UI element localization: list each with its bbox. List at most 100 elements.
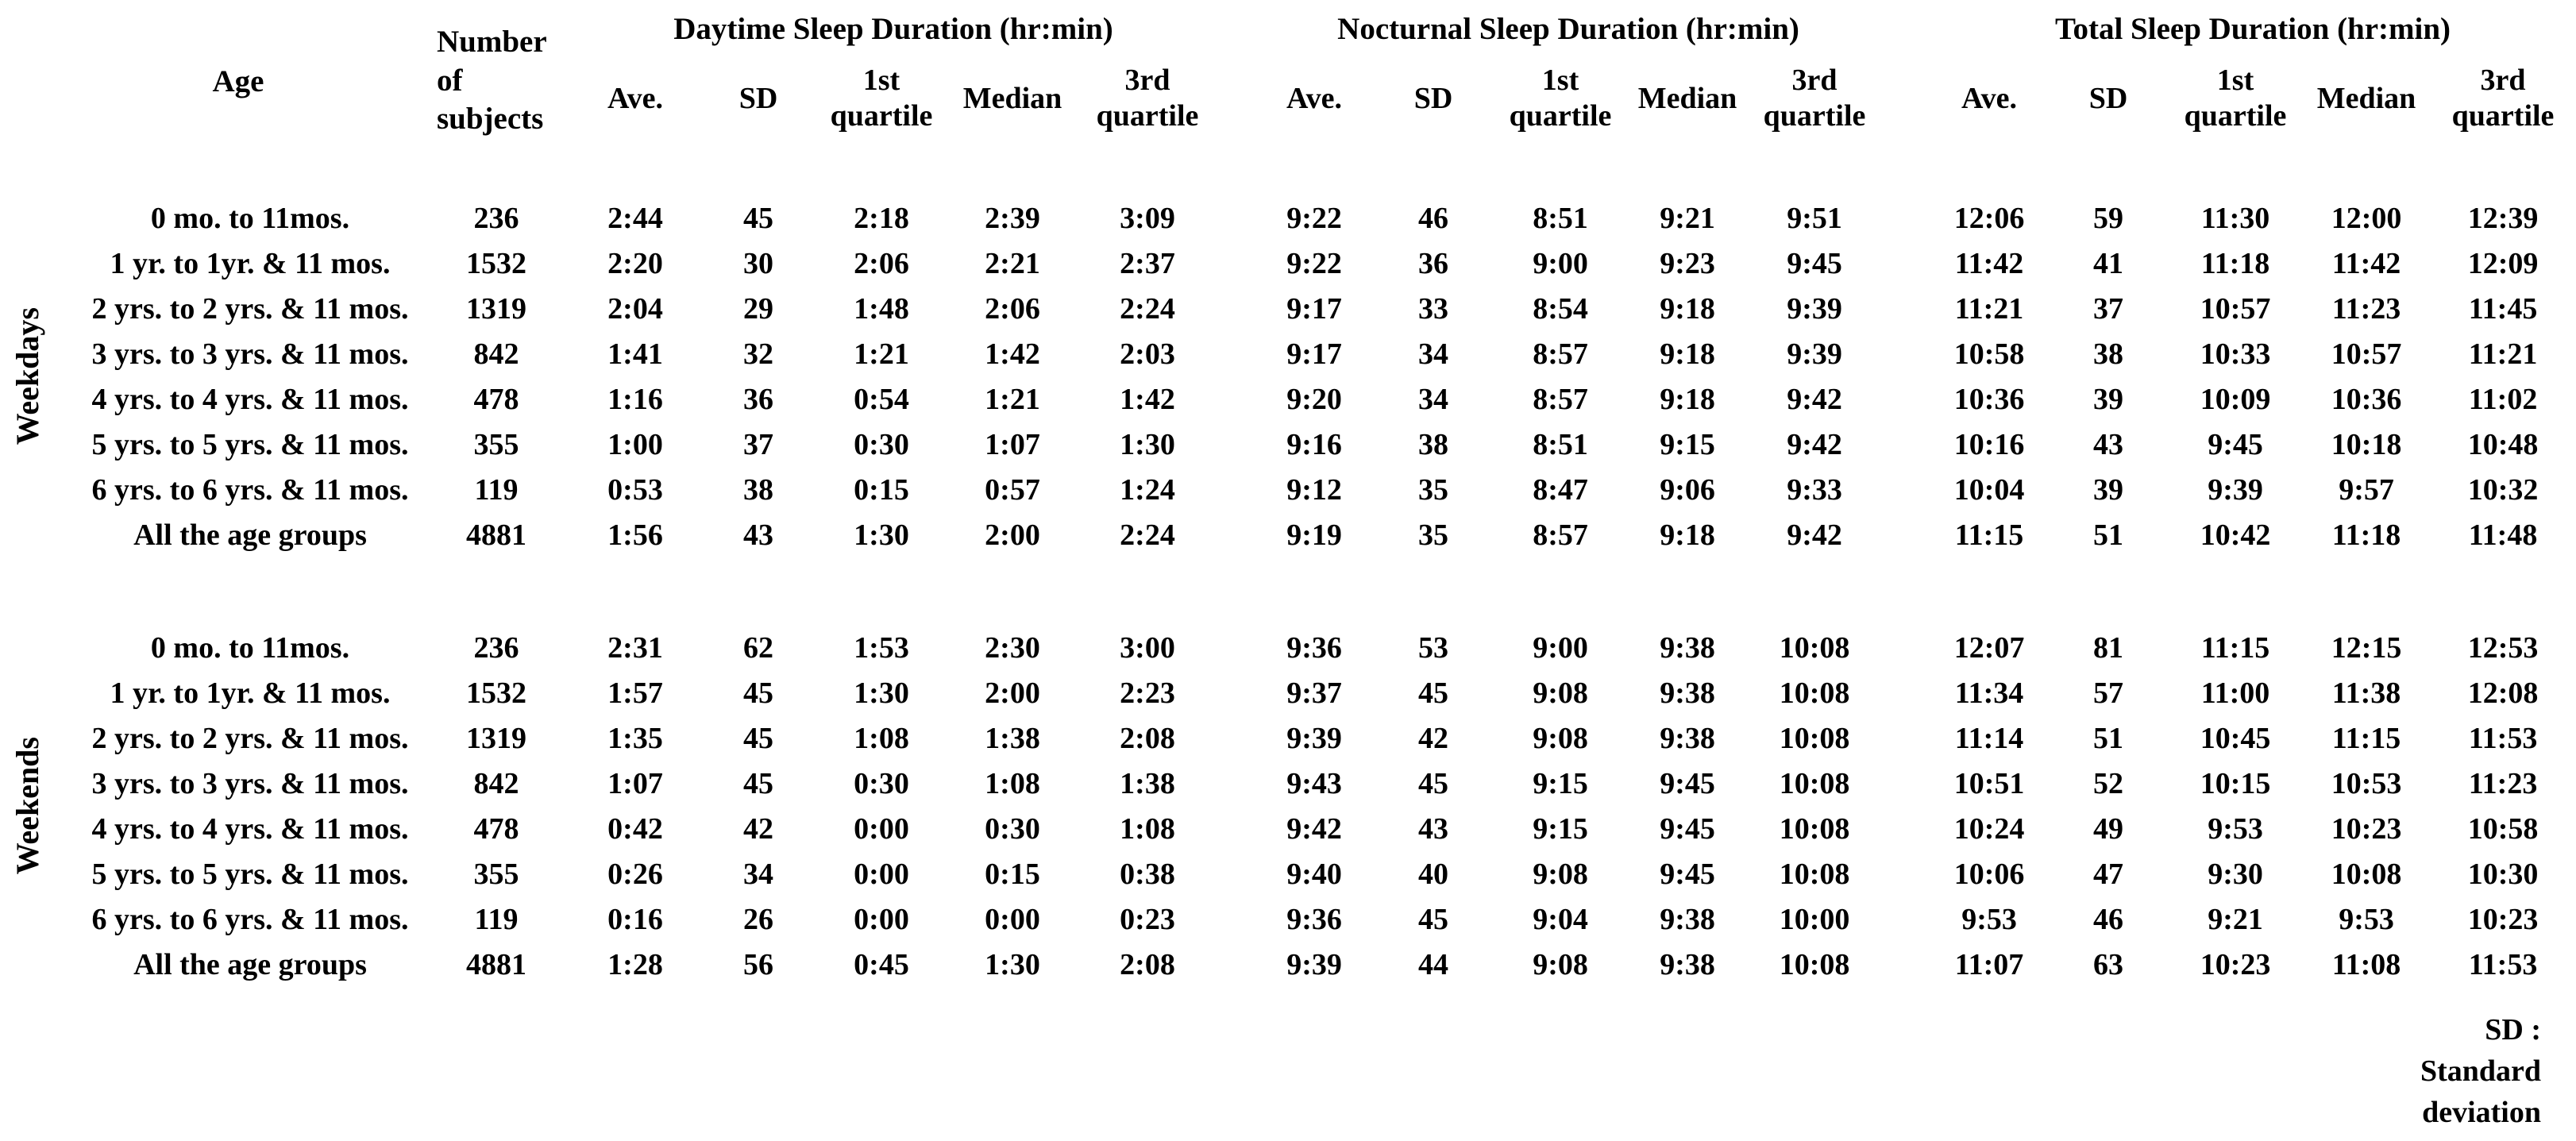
value-cell: 9:15 [1660, 427, 1715, 461]
table-row: Weekends 0 mo. to 11mos. 236 2:31 62 1:53 2:30… [0, 625, 2576, 875]
value-cell: 9:08 [1533, 857, 1588, 891]
column-gap [1215, 376, 1255, 422]
value-cell: 1:08 [985, 766, 1040, 800]
value-cell: 2:39 [985, 201, 1040, 235]
value-cell: 81 [2093, 630, 2124, 665]
value-cell: 10:08 [1779, 630, 1850, 665]
section-label-weekends: Weekends [0, 625, 56, 987]
value-cell: 10:32 [2467, 472, 2539, 507]
value-cell: 12:09 [2467, 246, 2539, 280]
value-cell: 9:23 [1660, 246, 1715, 280]
column-gap [1215, 625, 1255, 670]
value-cell: 9:45 [1660, 857, 1715, 891]
value-cell: 11:14 [1954, 721, 2024, 755]
value-cell: 11:48 [2468, 518, 2538, 552]
value-cell: 10:15 [2200, 766, 2271, 800]
value-cell: 2:00 [985, 676, 1040, 710]
value-cell: 8:47 [1533, 472, 1588, 507]
column-gap [1215, 512, 1255, 557]
value-cell: 38 [2093, 337, 2124, 371]
value-cell: 9:37 [1286, 676, 1342, 710]
value-cell: 12:39 [2467, 201, 2539, 235]
value-cell: 42 [743, 811, 773, 846]
value-cell: 53 [1418, 630, 1449, 665]
value-cell: 8:57 [1533, 518, 1588, 552]
daytime-q3-header: 3rd quartile [1096, 64, 1199, 133]
value-cell: 9:51 [1787, 201, 1842, 235]
table-row: 5 yrs. to 5 yrs. & 11 mos. 355 1:00 37 0:30 1… [0, 422, 2576, 467]
value-cell: 9:08 [1533, 676, 1588, 710]
value-cell: 10:36 [2331, 382, 2402, 416]
value-cell: 57 [2093, 676, 2124, 710]
value-cell: 2:30 [985, 630, 1040, 665]
value-cell: 0:38 [1120, 857, 1175, 891]
value-cell: 2:24 [1120, 518, 1175, 552]
value-cell: 10:23 [2200, 947, 2271, 981]
value-cell: 10:51 [1953, 766, 2025, 800]
column-gap [1215, 286, 1255, 331]
value-cell: 10:57 [2200, 291, 2271, 326]
value-cell: 11:18 [2331, 518, 2401, 552]
value-cell: 2:24 [1120, 291, 1175, 326]
value-cell: 0:30 [854, 766, 909, 800]
value-cell: 2:20 [607, 246, 663, 280]
value-cell: 9:18 [1660, 382, 1715, 416]
value-cell: 8:57 [1533, 382, 1588, 416]
value-cell: 36 [1418, 246, 1449, 280]
spacer-row [0, 557, 2576, 625]
nocturnal-median-header: Median [1637, 82, 1737, 115]
value-cell: 9:22 [1286, 201, 1342, 235]
value-cell: 236 [473, 201, 519, 235]
daytime-sd-header: SD [738, 82, 778, 115]
column-gap [1882, 512, 1930, 557]
column-gap [1882, 806, 1930, 851]
value-cell: 2:06 [854, 246, 909, 280]
value-cell: 0:23 [1120, 902, 1175, 936]
value-cell: 10:53 [2331, 766, 2402, 800]
value-cell: 29 [743, 291, 773, 326]
value-cell: 45 [743, 201, 773, 235]
value-cell: 8:51 [1533, 201, 1588, 235]
age-cell: All the age groups [133, 947, 367, 981]
value-cell: 44 [1418, 947, 1449, 981]
value-cell: 12:15 [2331, 630, 2402, 665]
value-cell: 11:53 [2468, 947, 2538, 981]
sd-footnote: SD : Standard deviation [2420, 1013, 2541, 1129]
value-cell: 36 [743, 382, 773, 416]
value-cell: 10:08 [1779, 857, 1850, 891]
value-cell: 9:43 [1286, 766, 1342, 800]
value-cell: 9:21 [2208, 902, 2263, 936]
weekends-section: Weekends 0 mo. to 11mos. 236 2:31 62 1:53 2:30… [0, 625, 2576, 987]
value-cell: 47 [2093, 857, 2124, 891]
value-cell: 12:00 [2331, 201, 2402, 235]
value-cell: 2:31 [607, 630, 663, 665]
value-cell: 11:18 [2200, 246, 2270, 280]
value-cell: 9:40 [1286, 857, 1342, 891]
value-cell: 842 [473, 766, 519, 800]
value-cell: 11:34 [1954, 676, 2024, 710]
column-gap [1215, 0, 1255, 140]
value-cell: 1:30 [985, 947, 1040, 981]
value-cell: 9:38 [1660, 630, 1715, 665]
age-cell: 5 yrs. to 5 yrs. & 11 mos. [91, 857, 409, 891]
table-row: 1 yr. to 1yr. & 11 mos. 1532 2:20 30 2:06 2:2… [0, 241, 2576, 286]
value-cell: 10:08 [2331, 857, 2402, 891]
value-cell: 2:37 [1120, 246, 1175, 280]
value-cell: 9:38 [1660, 902, 1715, 936]
value-cell: 52 [2093, 766, 2124, 800]
value-cell: 4881 [466, 518, 526, 552]
age-column-header: Age [212, 64, 264, 98]
value-cell: 1:08 [854, 721, 909, 755]
column-gap [1882, 195, 1930, 241]
column-gap [1215, 942, 1255, 987]
value-cell: 10:30 [2467, 857, 2539, 891]
value-cell: 45 [743, 676, 773, 710]
value-cell: 1319 [466, 291, 526, 326]
value-cell: 9:39 [2208, 472, 2263, 507]
value-cell: 1:24 [1120, 472, 1175, 507]
value-cell: 9:17 [1286, 291, 1342, 326]
column-gap [1882, 670, 1930, 715]
value-cell: 11:00 [2200, 676, 2270, 710]
table-row: 6 yrs. to 6 yrs. & 11 mos. 119 0:53 38 0:15 0… [0, 467, 2576, 512]
value-cell: 10:33 [2200, 337, 2271, 371]
